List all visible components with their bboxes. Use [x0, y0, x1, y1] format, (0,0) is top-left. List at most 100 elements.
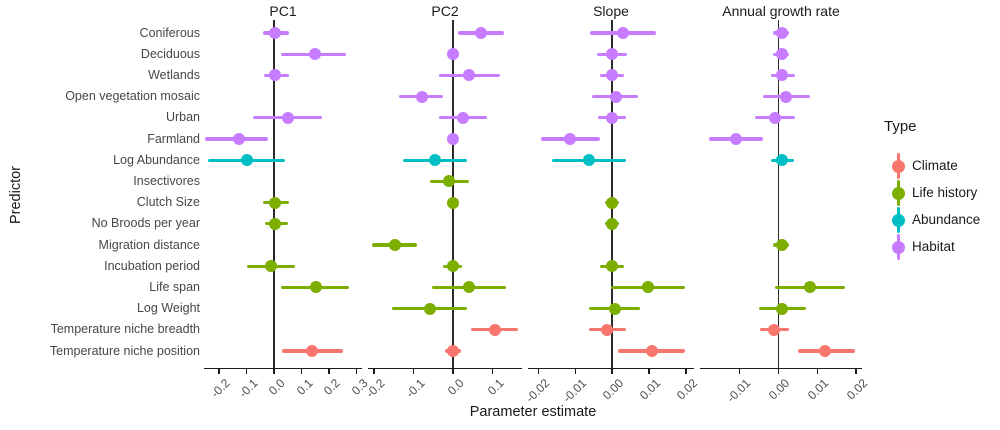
estimate-point [429, 154, 442, 167]
zero-reference-line [611, 20, 613, 368]
legend-item-label[interactable]: Climate [912, 158, 958, 173]
estimate-point [388, 239, 401, 251]
estimate-point [767, 323, 780, 336]
estimate-point [264, 260, 277, 273]
estimate-point [776, 69, 789, 82]
x-tick-label: 0.0 [266, 376, 288, 398]
x-tick-label: -0.01 [724, 376, 754, 406]
estimate-point [606, 111, 619, 124]
estimate-point [269, 217, 282, 230]
x-axis-tick [218, 369, 220, 374]
x-axis-line [700, 368, 862, 370]
legend-key-dot [891, 213, 905, 227]
y-category-label: Temperature niche position [49, 343, 200, 358]
estimate-point [463, 69, 476, 82]
x-axis-line [368, 368, 522, 370]
x-axis-tick [412, 369, 415, 374]
x-axis-tick [273, 369, 275, 374]
y-category-label: Urban [165, 110, 200, 125]
x-axis-tick [300, 369, 303, 374]
estimate-point [775, 239, 788, 251]
estimate-point [606, 217, 619, 230]
x-axis-tick [491, 369, 494, 374]
y-category-label: Deciduous [140, 46, 200, 61]
x-axis-tick [738, 369, 741, 374]
estimate-point [305, 345, 318, 357]
x-tick-label: 0.02 [673, 376, 700, 403]
y-category-label: Insectivores [133, 173, 200, 188]
estimate-point [780, 90, 793, 103]
x-axis-tick [777, 369, 780, 374]
facet-title: PC2 [431, 3, 459, 19]
estimate-point [645, 345, 658, 357]
estimate-point [463, 281, 476, 294]
estimate-point [269, 27, 282, 39]
estimate-point [446, 260, 459, 273]
estimate-point [775, 27, 788, 39]
estimate-point [819, 345, 832, 357]
x-tick-label: 0.2 [321, 376, 343, 398]
x-axis-tick [611, 369, 613, 374]
x-tick-label: 0.1 [484, 376, 507, 398]
estimate-point [600, 323, 613, 336]
estimate-point [269, 69, 282, 82]
estimate-point [609, 302, 622, 315]
estimate-point [803, 281, 816, 294]
x-axis-tick [328, 369, 330, 374]
x-axis-tick [355, 369, 358, 374]
x-tick-label: -0.1 [402, 376, 428, 401]
estimate-point [606, 260, 619, 273]
x-axis-tick [685, 369, 687, 374]
x-axis-tick [245, 369, 248, 374]
legend-key-dot [891, 240, 905, 254]
estimate-point [423, 302, 436, 315]
y-category-label: Farmland [147, 131, 200, 146]
y-category-label: No Broods per year [91, 216, 200, 231]
x-axis-title: Parameter estimate [469, 404, 597, 420]
x-tick-label: -0.02 [522, 376, 553, 406]
estimate-point [775, 154, 788, 167]
legend-item-label[interactable]: Habitat [912, 239, 955, 254]
x-tick-label: 0.1 [293, 376, 316, 398]
estimate-point [488, 323, 501, 336]
y-category-label: Log Abundance [113, 152, 200, 167]
zero-reference-line [273, 20, 275, 368]
zero-reference-line [452, 20, 454, 368]
x-axis-tick [574, 369, 576, 374]
estimate-point [415, 90, 428, 103]
facet-title: PC1 [269, 3, 297, 19]
legend-title: Type [884, 118, 917, 135]
estimate-point [446, 345, 459, 357]
x-tick-label: -0.01 [559, 376, 590, 406]
estimate-point [582, 154, 595, 167]
x-axis-tick [816, 369, 818, 374]
estimate-point [240, 154, 253, 167]
legend-key-dot [891, 186, 905, 200]
estimate-point [768, 111, 781, 124]
estimate-point [233, 133, 246, 145]
zero-reference-line [777, 20, 780, 368]
legend-item-label[interactable]: Life history [912, 185, 978, 200]
x-tick-label: -0.2 [208, 376, 234, 401]
y-category-label: Temperature niche breadth [50, 322, 200, 337]
x-axis-tick [452, 369, 454, 374]
x-tick-label: 0.01 [636, 376, 663, 403]
estimate-point [609, 90, 622, 103]
y-category-label: Incubation period [104, 258, 200, 273]
facet-title: Slope [593, 3, 629, 19]
legend-item-label[interactable]: Abundance [912, 212, 981, 227]
estimate-point [446, 48, 459, 61]
estimate-point [729, 133, 742, 145]
y-category-label: Clutch Size [136, 195, 200, 210]
legend-key-dot [891, 159, 905, 173]
x-tick-label: 0.00 [599, 376, 626, 403]
estimate-point [564, 133, 577, 145]
x-tick-label: 0.00 [765, 376, 793, 403]
estimate-point [446, 133, 459, 145]
x-axis-line [204, 368, 362, 370]
estimate-point [776, 302, 789, 315]
x-axis-tick [537, 369, 540, 374]
estimate-point [308, 48, 321, 61]
y-category-label: Wetlands [148, 67, 200, 82]
